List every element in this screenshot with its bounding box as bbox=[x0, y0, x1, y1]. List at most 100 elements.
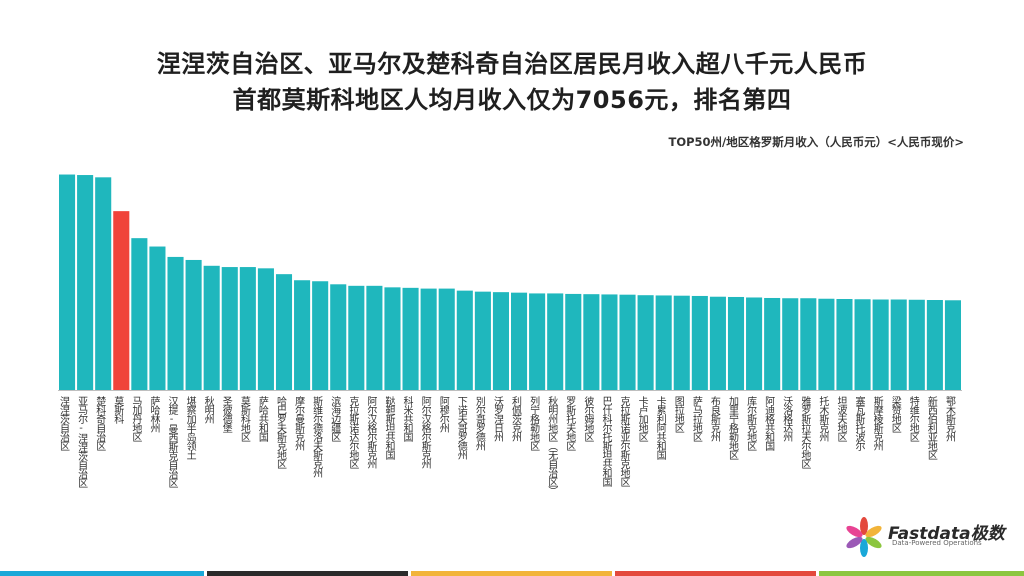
category-label-43: 托木斯克州 bbox=[817, 395, 829, 442]
category-labels-group: 涅涅茨自治区 亚马尔-涅涅茨自治区 楚科奇自治区 莫斯科 马加丹地区 萨哈林州 汉提-曼西斯… bbox=[58, 395, 956, 495]
category-label-49: 新西伯利亚地区 bbox=[925, 395, 937, 460]
bar-48 bbox=[908, 299, 925, 390]
category-label-36: 萨马拉地区 bbox=[690, 396, 702, 442]
category-label-26: 利佩茨克州 bbox=[510, 396, 522, 442]
category-label-25: 沃罗涅日州 bbox=[491, 396, 503, 442]
category-label-10: 圣彼德堡 bbox=[220, 396, 232, 433]
bar-30 bbox=[583, 294, 600, 390]
bar-43 bbox=[818, 298, 835, 390]
bar-34 bbox=[655, 295, 672, 390]
category-label-15: 斯维尔德洛夫斯克州 bbox=[311, 395, 323, 478]
category-label-8: 堪察加半岛领土 bbox=[184, 396, 196, 460]
category-label-28: 秋明州地区（无自治区） bbox=[546, 395, 558, 495]
bar-4 bbox=[113, 211, 130, 390]
bar-31 bbox=[601, 294, 618, 390]
footer-stripe-5 bbox=[819, 571, 1024, 576]
category-label-39: 库尔斯克地区 bbox=[745, 395, 757, 451]
bar-10 bbox=[221, 267, 238, 390]
footer-stripe-3 bbox=[411, 571, 612, 576]
category-label-50: 鄂木斯克州 bbox=[943, 396, 955, 442]
category-label-45: 塞瓦斯托波尔 bbox=[853, 395, 865, 451]
bar-11 bbox=[239, 267, 256, 390]
bar-38 bbox=[727, 296, 745, 390]
category-label-17: 克拉斯诺达尔地区 bbox=[347, 396, 359, 469]
category-label-32: 克拉斯诺亚尔斯克地区 bbox=[618, 396, 630, 487]
bar-28 bbox=[547, 293, 564, 390]
category-label-44: 坦波夫地区 bbox=[835, 395, 847, 442]
bar-41 bbox=[782, 298, 799, 390]
bar-37 bbox=[709, 296, 726, 390]
category-label-4: 莫斯科 bbox=[112, 396, 124, 425]
category-label-48: 特维尔地区 bbox=[907, 396, 919, 442]
bar-44 bbox=[836, 299, 853, 390]
category-label-12: 萨哈共和国 bbox=[256, 396, 268, 443]
bar-42 bbox=[800, 298, 817, 390]
category-label-22: 阿穆尔州 bbox=[437, 396, 449, 433]
bar-46 bbox=[872, 299, 889, 390]
bar-21 bbox=[420, 288, 437, 390]
bar-18 bbox=[366, 285, 383, 390]
category-label-16: 滨海边疆区 bbox=[329, 395, 341, 442]
category-label-5: 马加丹地区 bbox=[130, 396, 142, 442]
category-label-42: 雅罗斯拉夫尔地区 bbox=[799, 395, 811, 469]
category-label-46: 斯摩棱斯克州 bbox=[871, 395, 883, 451]
bars-group bbox=[59, 174, 961, 390]
bar-35 bbox=[673, 295, 690, 390]
bar-3 bbox=[95, 177, 112, 390]
category-label-19: 鞑靼斯坦共和国 bbox=[383, 395, 395, 461]
bar-19 bbox=[384, 287, 401, 390]
bar-32 bbox=[619, 294, 636, 390]
chart-title-line1: 涅涅茨自治区、亚马尔及楚科奇自治区居民月收入超八千元人民币 bbox=[156, 50, 868, 78]
footer-stripe-1 bbox=[0, 571, 204, 576]
bar-5 bbox=[131, 238, 148, 390]
bar-15 bbox=[312, 281, 329, 390]
bar-6 bbox=[149, 246, 166, 390]
category-label-34: 卡累利阿共和国 bbox=[654, 395, 666, 461]
bar-26 bbox=[511, 292, 528, 390]
bar-8 bbox=[185, 259, 202, 390]
category-label-47: 梁赞地区 bbox=[889, 395, 901, 433]
bar-24 bbox=[474, 291, 491, 390]
category-label-29: 罗斯托夫地区 bbox=[564, 396, 576, 451]
category-label-1: 涅涅茨自治区 bbox=[58, 395, 70, 451]
category-label-13: 哈巴罗夫斯克地区 bbox=[275, 395, 287, 469]
chart-title-line2: 首都莫斯科地区人均月收入仅为7056元，排名第四 bbox=[232, 86, 792, 114]
category-label-35: 图拉地区 bbox=[672, 396, 684, 433]
category-label-38: 加里宁格勒地区 bbox=[727, 396, 739, 460]
category-label-20: 科米共和国 bbox=[401, 395, 413, 443]
category-label-18: 阿尔汉格尔斯克州 bbox=[365, 396, 377, 469]
bar-40 bbox=[764, 297, 781, 390]
bar-49 bbox=[926, 300, 943, 390]
bar-23 bbox=[456, 290, 473, 390]
category-label-2: 亚马尔-涅涅茨自治区 bbox=[76, 396, 88, 488]
chart-subtitle: TOP50州/地区格罗斯月收入（人民币元）<人民币现价> bbox=[668, 135, 964, 149]
bar-47 bbox=[890, 299, 907, 390]
footer-stripe-4 bbox=[615, 571, 816, 576]
category-label-41: 沃洛格达州 bbox=[781, 396, 793, 442]
category-label-21: 阿尔汉格尔斯克州 bbox=[419, 396, 431, 469]
category-label-37: 布良斯克州 bbox=[708, 396, 720, 442]
bar-29 bbox=[565, 293, 582, 390]
bar-1 bbox=[59, 174, 76, 390]
category-label-40: 阿迪格共和国 bbox=[763, 396, 775, 452]
logo-tagline: Data-Powered Operations bbox=[892, 539, 982, 547]
bar-17 bbox=[348, 285, 365, 390]
bar-9 bbox=[203, 265, 220, 390]
category-label-23: 下诺夫哥罗德州 bbox=[455, 396, 467, 460]
bar-7 bbox=[167, 256, 184, 390]
category-label-33: 卡卢加地区 bbox=[636, 395, 648, 442]
bar-39 bbox=[746, 297, 763, 390]
category-label-27: 列宁格勒地区 bbox=[528, 395, 540, 451]
bar-25 bbox=[492, 292, 509, 390]
category-label-30: 彼尔姆地区 bbox=[582, 395, 594, 442]
footer-stripe-2 bbox=[207, 571, 408, 576]
category-label-7: 汉提-曼西斯克自治区 bbox=[166, 396, 178, 488]
category-label-24: 別尔哥罗德州 bbox=[473, 396, 485, 451]
bar-2 bbox=[77, 175, 94, 390]
bar-16 bbox=[330, 284, 347, 390]
logo-name: Fastdata极数 bbox=[888, 524, 1005, 544]
category-label-11: 莫斯科地区 bbox=[238, 396, 250, 442]
bar-13 bbox=[275, 274, 293, 390]
bar-12 bbox=[257, 268, 274, 390]
